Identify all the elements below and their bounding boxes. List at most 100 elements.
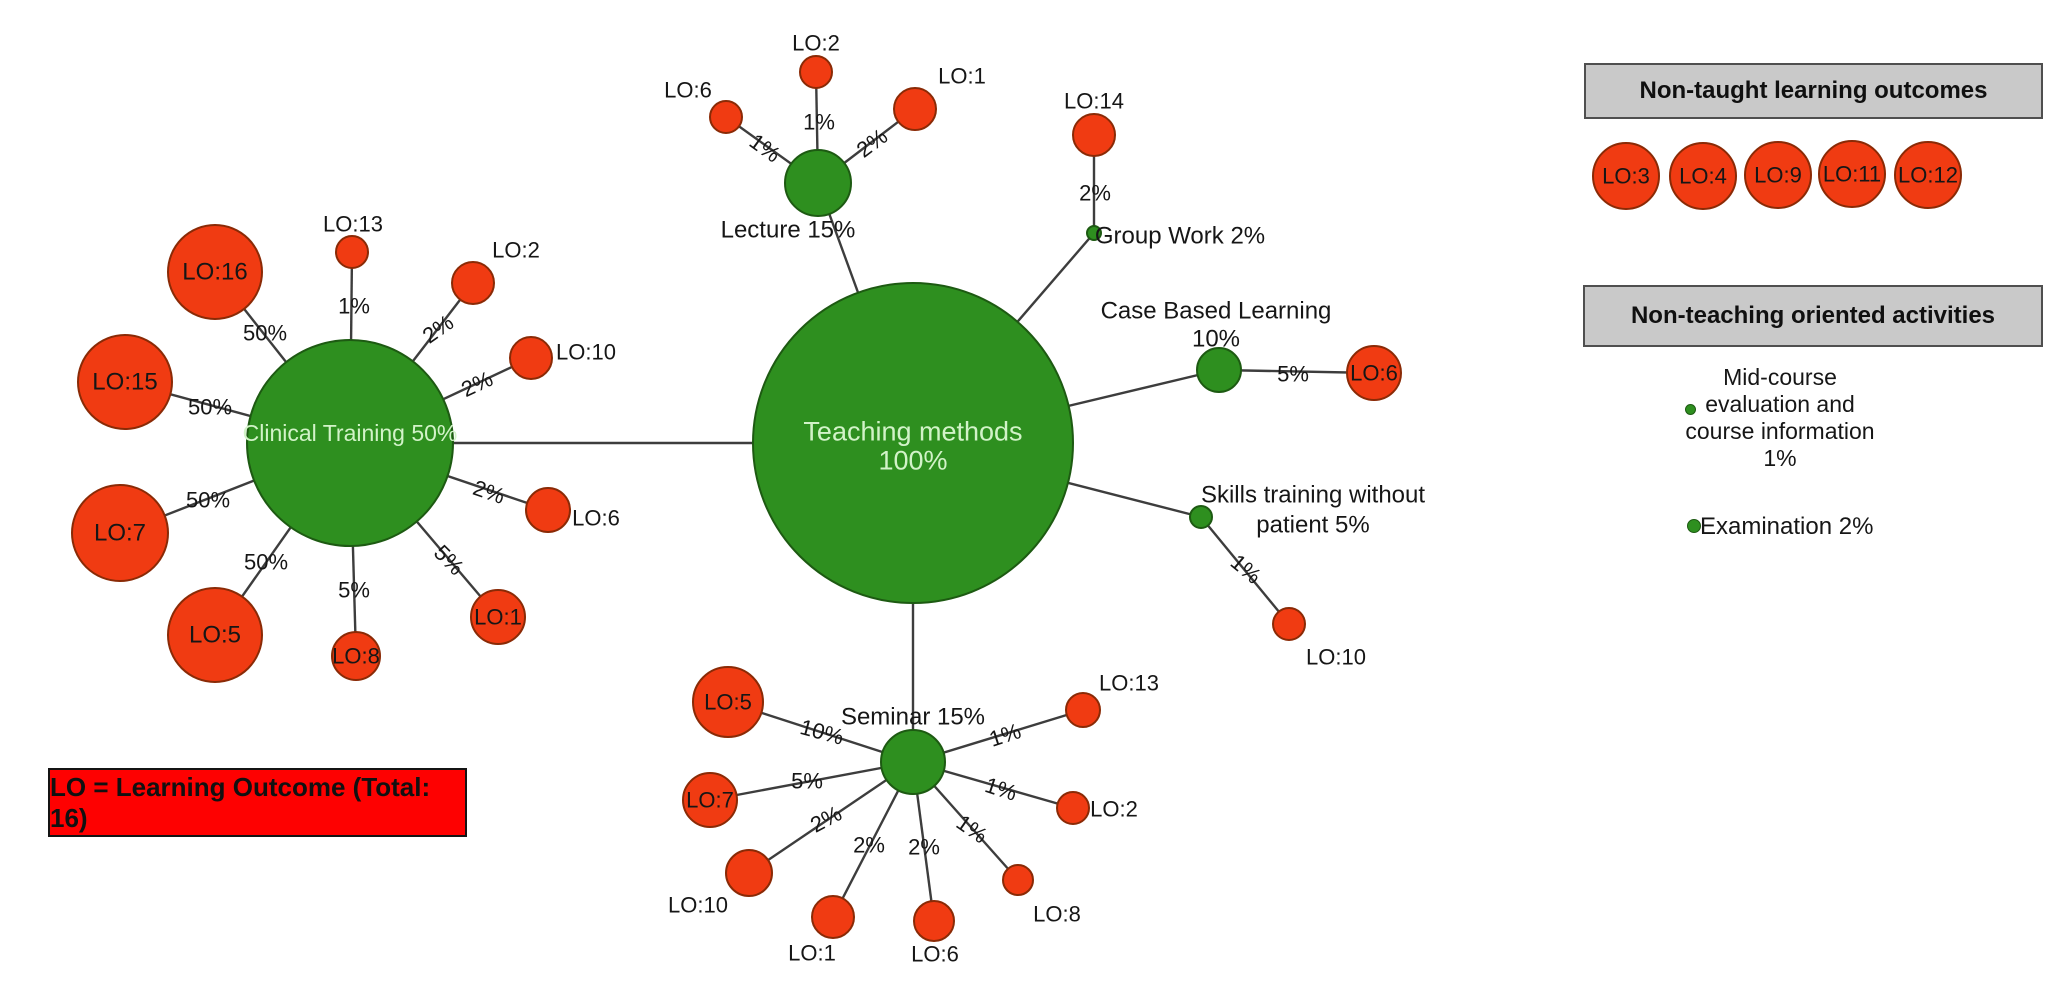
node-c8 — [331, 631, 381, 681]
edge-label-seminar-se5: 10% — [797, 714, 846, 750]
node-se8 — [1002, 864, 1034, 896]
midcourse-line-1: Mid-course — [1723, 364, 1837, 390]
node-g14 — [1072, 113, 1116, 157]
edge-label-clinical-c1: 5% — [429, 540, 469, 580]
node-label-c7: LO:7 — [94, 520, 146, 547]
node-c10 — [509, 336, 553, 380]
edge-label-lecture-l2: 1% — [803, 110, 835, 135]
node-se2 — [1056, 791, 1090, 825]
node-label-c8: LO:8 — [332, 644, 380, 669]
edge-label-clinical-c8: 5% — [338, 578, 370, 603]
midcourse-evaluation-label: Mid-course evaluation and course informa… — [1650, 364, 1910, 472]
node-label-c2: LO:2 — [492, 238, 540, 263]
node-label-l6: LO:6 — [664, 78, 712, 103]
edge-label-clinical-c15: 50% — [188, 395, 232, 420]
node-groupwork — [1086, 225, 1102, 241]
edge-label-groupwork-g14: 2% — [1079, 181, 1111, 206]
edge-seminar-se10 — [748, 761, 914, 874]
edge-seminar-se7 — [709, 760, 914, 802]
node-label-c15: LO:15 — [92, 369, 157, 396]
node-cb6 — [1346, 345, 1402, 401]
legend-non-taught-title: Non-taught learning outcomes — [1639, 77, 1988, 104]
node-c13 — [335, 235, 369, 269]
edge-label-seminar-se1: 2% — [853, 833, 885, 858]
midcourse-line-2: evaluation and — [1705, 391, 1855, 417]
edge-label-seminar-se10: 2% — [806, 800, 846, 837]
node-label-seminar: Seminar 15% — [841, 704, 985, 731]
node-label-se5: LO:5 — [704, 690, 752, 715]
node-skills — [1189, 505, 1213, 529]
node-label-casebased-2: 10% — [1192, 326, 1240, 353]
node-lecture — [784, 149, 852, 217]
node-label-skills-1: Skills training without — [1201, 482, 1425, 509]
midcourse-dot-icon — [1685, 404, 1696, 415]
node-se1 — [811, 895, 855, 939]
node-seminar — [880, 729, 946, 795]
node-label-s10: LO:10 — [1306, 645, 1366, 670]
node-label-lo11: LO:11 — [1823, 162, 1881, 187]
edge-label-clinical-c10: 2% — [457, 366, 496, 402]
examination-label: Examination 2% — [1700, 513, 1874, 540]
node-label-c13: LO:13 — [323, 212, 383, 237]
node-lo3 — [1592, 142, 1660, 210]
node-c16 — [167, 224, 263, 320]
node-label-c10: LO:10 — [556, 340, 616, 365]
node-label-se8: LO:8 — [1033, 902, 1081, 927]
node-label-c6: LO:6 — [572, 506, 620, 531]
node-lo4 — [1669, 142, 1737, 210]
node-label-lo12: LO:12 — [1898, 163, 1958, 188]
node-se10 — [725, 849, 773, 897]
node-label-lo4: LO:4 — [1679, 164, 1727, 189]
node-s10 — [1272, 607, 1306, 641]
node-se6 — [913, 900, 955, 942]
edge-label-clinical-c5: 50% — [244, 550, 288, 575]
node-label-l1: LO:1 — [938, 64, 986, 89]
node-l1 — [893, 87, 937, 131]
edge-label-clinical-c6: 2% — [470, 475, 508, 509]
node-label-groupwork: Group Work 2% — [1095, 223, 1265, 250]
node-lo11 — [1818, 140, 1886, 208]
node-casebased — [1196, 347, 1242, 393]
midcourse-line-4: 1% — [1763, 445, 1797, 471]
legend-non-taught-title-box: Non-taught learning outcomes — [1584, 63, 2043, 119]
midcourse-line-3: course information — [1685, 418, 1875, 444]
node-c7 — [71, 484, 169, 582]
node-se13 — [1065, 692, 1101, 728]
edge-label-lecture-l1: 2% — [852, 123, 892, 162]
edge-label-seminar-se2: 1% — [982, 772, 1020, 806]
node-label-se2: LO:2 — [1090, 797, 1138, 822]
node-label-se10: LO:10 — [668, 893, 728, 918]
node-c6 — [525, 487, 571, 533]
node-label-skills-2: patient 5% — [1256, 512, 1369, 539]
node-label-lo3: LO:3 — [1602, 164, 1650, 189]
node-teaching — [752, 282, 1074, 604]
footnote-box: LO = Learning Outcome (Total: 16) — [48, 768, 467, 837]
legend-non-teaching-title-box: Non-teaching oriented activities — [1583, 285, 2043, 347]
node-label-cb6: LO:6 — [1350, 361, 1398, 386]
node-label-clinical: Clinical Training 50% — [243, 420, 458, 446]
edge-label-clinical-c2: 2% — [418, 310, 458, 349]
node-label-g14: LO:14 — [1064, 89, 1124, 114]
node-label-lecture: Lecture 15% — [721, 217, 856, 244]
node-label-c5: LO:5 — [189, 622, 241, 649]
edge-label-seminar-se6: 2% — [908, 835, 940, 860]
node-lo9 — [1744, 141, 1812, 209]
node-label-teaching-2: 100% — [878, 446, 947, 476]
node-se5 — [692, 666, 764, 738]
node-se7 — [682, 772, 738, 828]
edge-label-clinical-c16: 50% — [243, 321, 287, 346]
node-l2 — [799, 55, 833, 89]
node-c1 — [470, 589, 526, 645]
node-label-casebased-1: Case Based Learning — [1101, 298, 1332, 325]
node-label-l2: LO:2 — [792, 31, 840, 56]
node-c5 — [167, 587, 263, 683]
node-label-c1: LO:1 — [474, 605, 522, 630]
edge-skills-s10 — [1200, 516, 1290, 625]
edge-label-seminar-se13: 1% — [986, 718, 1024, 752]
node-c15 — [77, 334, 173, 430]
node-c2 — [451, 261, 495, 305]
node-label-se1: LO:1 — [788, 941, 836, 966]
node-l6 — [709, 100, 743, 134]
node-lo12 — [1894, 141, 1962, 209]
